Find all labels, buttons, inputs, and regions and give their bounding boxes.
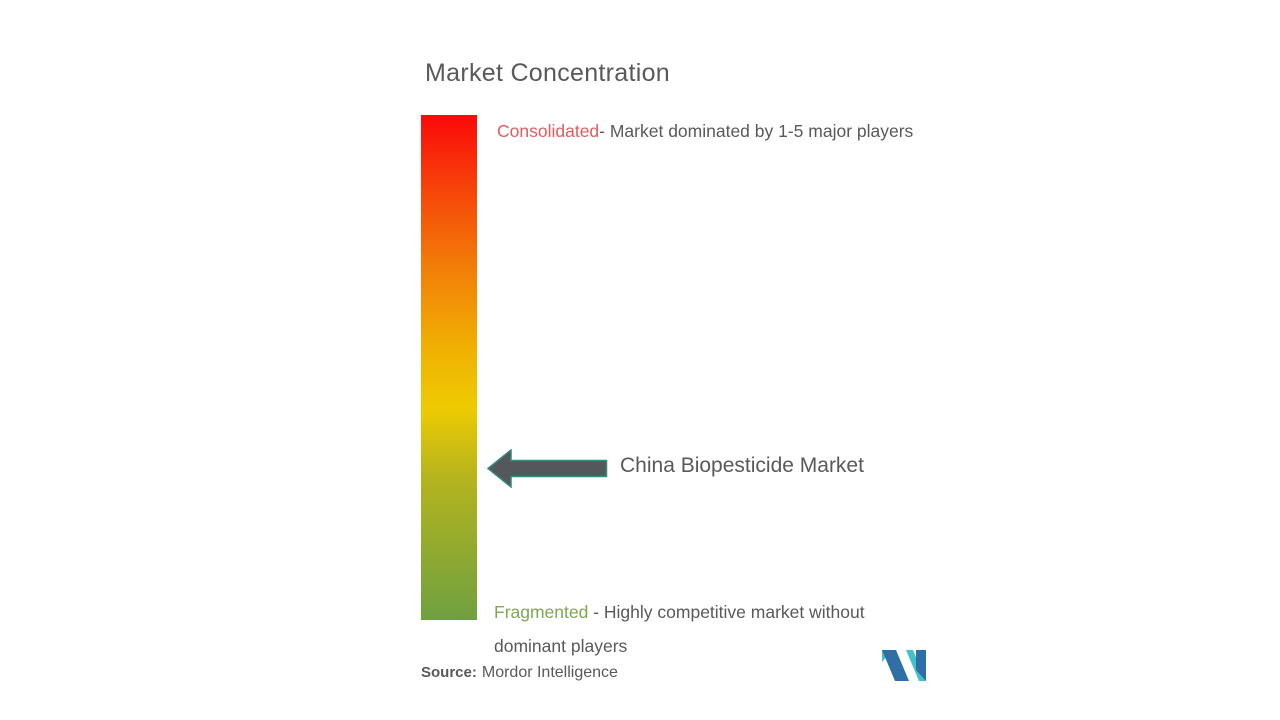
consolidated-term: Consolidated <box>497 121 600 141</box>
source-label: Source: <box>421 664 477 681</box>
left-arrow-icon <box>487 449 608 488</box>
fragmented-line: Fragmented - Highly competitive market w… <box>494 595 924 663</box>
concentration-scale <box>421 115 477 620</box>
consolidated-description: - Market dominated by 1-5 major players <box>599 121 914 141</box>
source-value: Mordor Intelligence <box>481 664 618 681</box>
logo-navy-diagonal <box>882 650 909 681</box>
logo-navy-bar <box>916 650 926 681</box>
fragmented-description: - Highly competitive market without domi… <box>494 602 865 656</box>
page-title: Market Concentration <box>425 59 671 87</box>
pointer-label: China Biopesticide Market <box>620 454 864 477</box>
mordor-intelligence-logo <box>882 650 926 681</box>
fragmented-term: Fragmented <box>494 602 589 622</box>
source-line: Source: Mordor Intelligence <box>421 664 618 682</box>
consolidated-line: Consolidated- Market dominated by 1-5 ma… <box>497 121 913 142</box>
pointer-arrow-shape <box>487 449 608 488</box>
